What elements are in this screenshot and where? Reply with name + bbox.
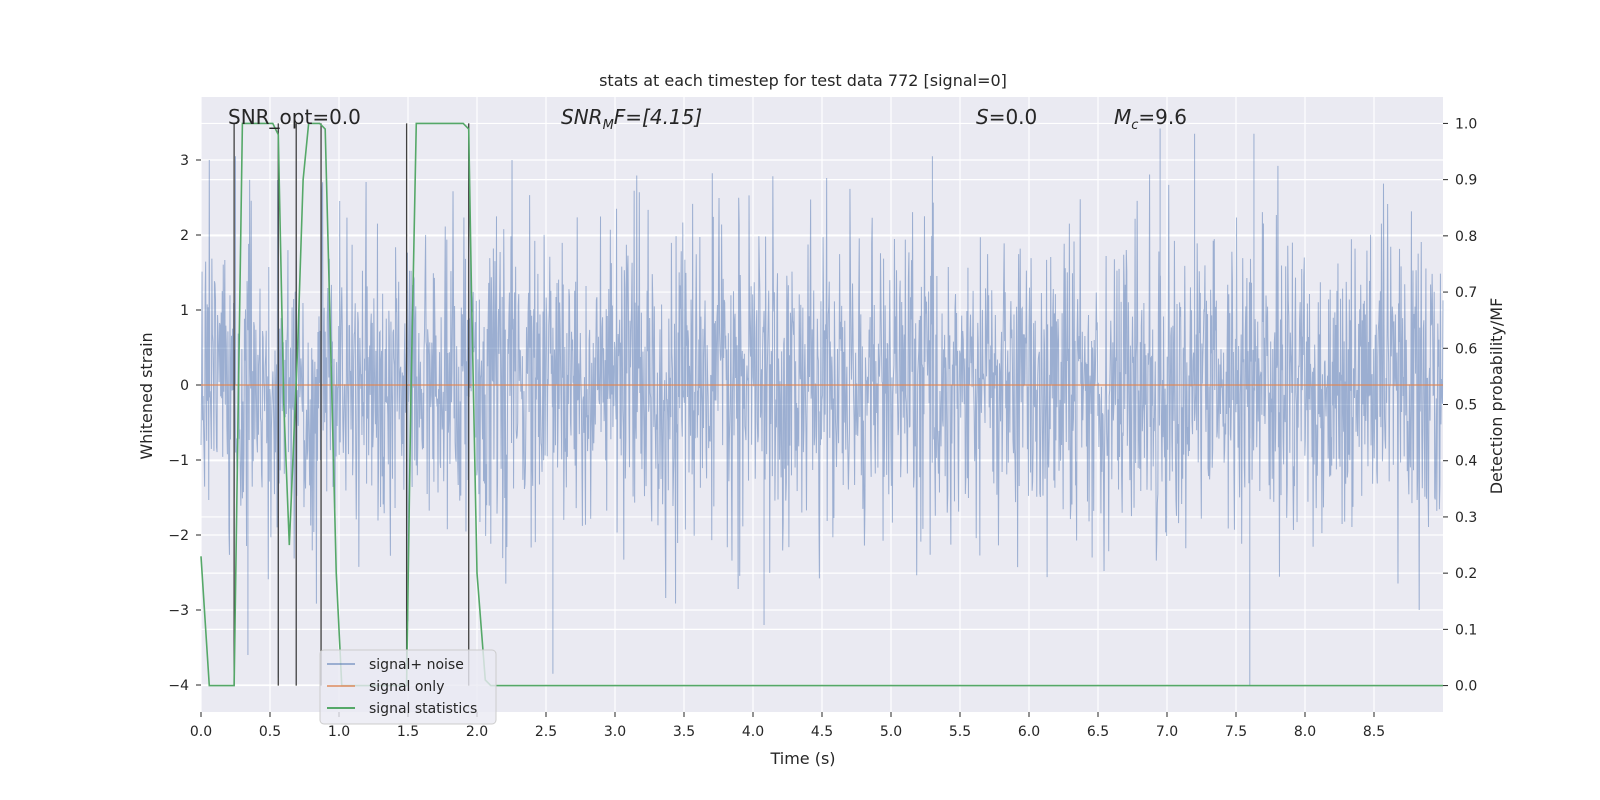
legend-label-signal-only: signal only	[369, 679, 444, 695]
x-tick-label: 5.0	[880, 724, 902, 740]
x-axis-label: Time (s)	[769, 749, 835, 768]
y-tick-label: −2	[168, 528, 189, 544]
annotation-mc: Mc=9.6	[1114, 105, 1187, 133]
legend-box	[319, 649, 497, 725]
y2-tick-label: 0.7	[1455, 285, 1477, 301]
y-axis-ticks: 3 2 1 0 −1 −2 −3 −4	[168, 153, 201, 694]
y2-axis-ticks: 1.0 0.9 0.8 0.7 0.6 0.5 0.4 0.3 0.2 0.1 0.0	[1443, 116, 1477, 695]
annotation-snr-opt: SNR_opt=0.0	[228, 105, 361, 129]
y-tick-label: 2	[180, 228, 189, 244]
y2-tick-label: 0.0	[1455, 679, 1477, 695]
y-tick-label: 0	[180, 378, 189, 394]
y-tick-label: 3	[180, 153, 189, 169]
annotation-s-symbol: S	[976, 105, 989, 129]
x-tick-label: 2.0	[466, 724, 488, 740]
annotation-s-value: =0.0	[989, 105, 1038, 129]
legend-label-signal-statistics: signal statistics	[369, 701, 477, 717]
x-tick-label: 4.0	[742, 724, 764, 740]
y2-tick-label: 1.0	[1455, 116, 1477, 132]
x-tick-label: 3.0	[604, 724, 626, 740]
y-tick-label: −3	[168, 603, 189, 619]
annotation-snr-mf-rest: F=[4.15]	[614, 105, 702, 129]
legend-label-signal-noise: signal+ noise	[369, 657, 464, 673]
annotation-snr-mf-symbol: SNR	[561, 105, 603, 129]
annotation-mc-subscript: c	[1131, 118, 1138, 133]
x-tick-label: 1.5	[397, 724, 419, 740]
y2-tick-label: 0.1	[1455, 622, 1477, 638]
x-tick-label: 2.5	[535, 724, 557, 740]
legend: signal+ noise signal only signal statist…	[319, 649, 497, 725]
y2-tick-label: 0.3	[1455, 510, 1477, 526]
x-tick-label: 4.5	[811, 724, 833, 740]
y-axis-label: Whitened strain	[137, 332, 156, 459]
x-axis-ticks: 0.0 0.5 1.0 1.5 2.0 2.5 3.0 3.5 4.0 4.5 5.0 5.5 6.0 6…	[190, 712, 1385, 740]
chart-title: stats at each timestep for test data 772…	[599, 71, 1007, 90]
y2-tick-label: 0.5	[1455, 398, 1477, 414]
x-tick-label: 3.5	[673, 724, 695, 740]
y2-tick-label: 0.6	[1455, 341, 1477, 357]
annotation-s: S=0.0	[976, 105, 1037, 129]
annotation-snr-mf: SNRMF=[4.15]	[561, 105, 702, 133]
annotation-mc-symbol: M	[1114, 105, 1131, 129]
x-tick-label: 1.0	[328, 724, 350, 740]
y2-tick-label: 0.4	[1455, 454, 1477, 470]
y-tick-label: −4	[168, 678, 189, 694]
annotation-snr-mf-subscript: M	[603, 118, 614, 133]
y-tick-label: −1	[168, 453, 189, 469]
y-tick-label: 1	[180, 303, 189, 319]
signal-noise-series	[200, 128, 1444, 685]
annotation-mc-value: =9.6	[1138, 105, 1187, 129]
x-tick-label: 7.0	[1156, 724, 1178, 740]
vertical-markers	[233, 123, 470, 686]
y2-tick-label: 0.9	[1455, 173, 1477, 189]
x-tick-label: 6.0	[1018, 724, 1040, 740]
x-tick-label: 8.5	[1363, 724, 1385, 740]
x-tick-label: 8.0	[1294, 724, 1316, 740]
signal-noise-line	[200, 128, 1444, 685]
y2-tick-label: 0.2	[1455, 566, 1477, 582]
y2-tick-label: 0.8	[1455, 229, 1477, 245]
x-tick-label: 7.5	[1225, 724, 1247, 740]
y2-axis-label: Detection probability/MF	[1487, 298, 1506, 495]
x-tick-label: 0.5	[259, 724, 281, 740]
x-tick-label: 6.5	[1087, 724, 1109, 740]
x-tick-label: 0.0	[190, 724, 212, 740]
x-tick-label: 5.5	[949, 724, 971, 740]
